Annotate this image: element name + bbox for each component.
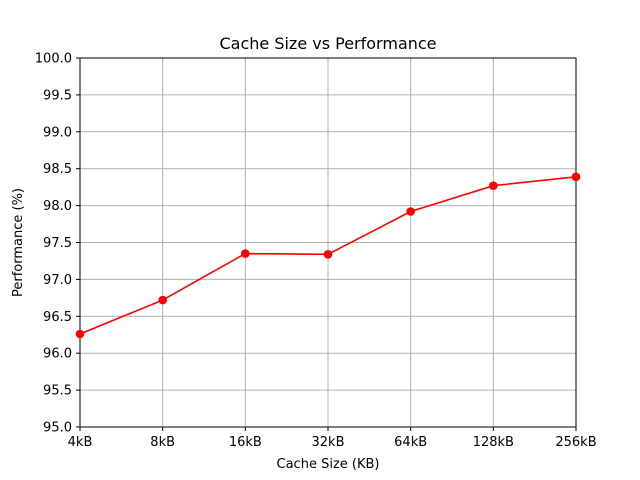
data-point bbox=[406, 207, 415, 216]
series-layer bbox=[75, 172, 581, 339]
y-tick-label: 97.0 bbox=[43, 273, 72, 288]
x-tick-label: 4kB bbox=[68, 435, 93, 450]
axis-ticks: 4kB 8kB 16kB 32kB 64kB 128kB 256kB 95.0 95.5 96.0… bbox=[35, 52, 597, 451]
y-axis-label: Performance (%) bbox=[11, 188, 26, 297]
y-tick-label: 99.0 bbox=[43, 125, 72, 140]
y-tick-label: 97.5 bbox=[43, 236, 72, 251]
x-tick-label: 64kB bbox=[394, 435, 427, 450]
x-tick-label: 128kB bbox=[473, 435, 514, 450]
y-tick-label: 98.5 bbox=[43, 162, 72, 177]
y-tick-label: 95.5 bbox=[43, 384, 72, 399]
y-tick-label: 98.0 bbox=[43, 199, 72, 214]
data-point bbox=[571, 172, 581, 182]
y-tick-label: 96.5 bbox=[43, 310, 72, 325]
y-tick-label: 95.0 bbox=[43, 421, 72, 436]
data-point bbox=[241, 249, 250, 258]
x-tick-label: 8kB bbox=[150, 435, 175, 450]
data-point bbox=[323, 250, 333, 259]
x-tick-label: 32kB bbox=[312, 435, 345, 450]
x-axis-label: Cache Size (KB) bbox=[277, 457, 380, 472]
chart-title: Cache Size vs Performance bbox=[219, 34, 436, 53]
y-tick-label: 96.0 bbox=[43, 347, 72, 362]
grid-lines bbox=[79, 57, 577, 428]
data-point bbox=[489, 181, 498, 190]
y-tick-label: 100.0 bbox=[35, 52, 72, 67]
x-tick-label: 256kB bbox=[555, 435, 596, 450]
data-point bbox=[75, 329, 85, 339]
y-tick-label: 99.5 bbox=[43, 88, 72, 103]
data-point bbox=[158, 295, 167, 305]
x-tick-label: 16kB bbox=[229, 435, 262, 450]
